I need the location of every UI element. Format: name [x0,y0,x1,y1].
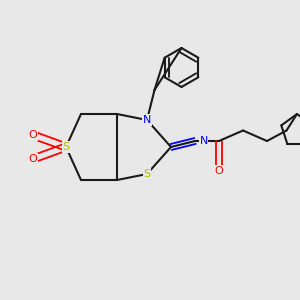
Text: N: N [143,115,151,125]
Text: S: S [143,169,151,179]
Text: O: O [214,166,224,176]
Text: S: S [62,142,70,152]
Text: O: O [28,154,38,164]
Text: N: N [200,136,208,146]
Text: O: O [28,130,38,140]
